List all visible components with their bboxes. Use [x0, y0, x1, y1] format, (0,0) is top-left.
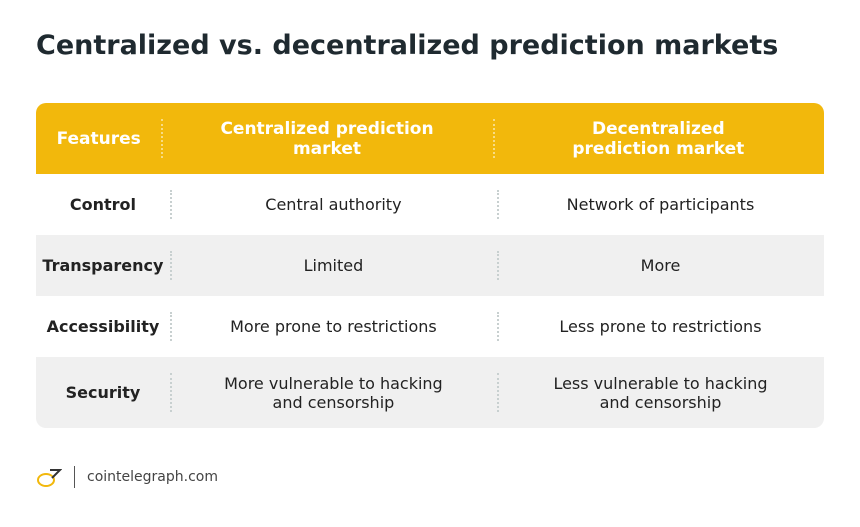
table-row: Security More vulnerable to hacking and c… [36, 357, 824, 428]
column-header: Centralized prediction market [161, 103, 492, 174]
row-header: Security [65, 383, 141, 402]
table-cell: Less prone to restrictions [496, 296, 824, 357]
table-cell: Network of participants [496, 174, 824, 235]
table-cell: More prone to restrictions [169, 296, 497, 357]
title: Centralized vs. decentralized prediction… [36, 30, 779, 61]
table-cell: More vulnerable to hacking and censorshi… [169, 357, 497, 428]
table-cell: More [496, 235, 824, 296]
table-row: Control Central authority Network of parti… [36, 174, 824, 235]
table-cell: Less vulnerable to hacking and censorshi… [496, 357, 824, 428]
header-row: Features Centralized prediction market D… [36, 103, 824, 174]
table: VS Features Centralized prediction marke… [36, 103, 824, 428]
table-row: Accessibility More prone to restrictions L… [36, 296, 824, 357]
table-cell: Central authority [169, 174, 497, 235]
footer: cointelegraph.com [36, 466, 218, 488]
source: cointelegraph.com [87, 469, 218, 485]
row-header: Accessibility [46, 317, 160, 336]
column-header: Features [56, 128, 141, 149]
row-header: Transparency [42, 256, 164, 275]
row-header: Control [69, 195, 137, 214]
table-body: Control Central authority Network of parti… [36, 174, 824, 428]
logo [37, 469, 62, 487]
separator [74, 466, 75, 488]
table-cell: Limited [169, 235, 497, 296]
column-header: Decentralized prediction market [492, 103, 824, 174]
table-row: Transparency Limited More [36, 235, 824, 296]
